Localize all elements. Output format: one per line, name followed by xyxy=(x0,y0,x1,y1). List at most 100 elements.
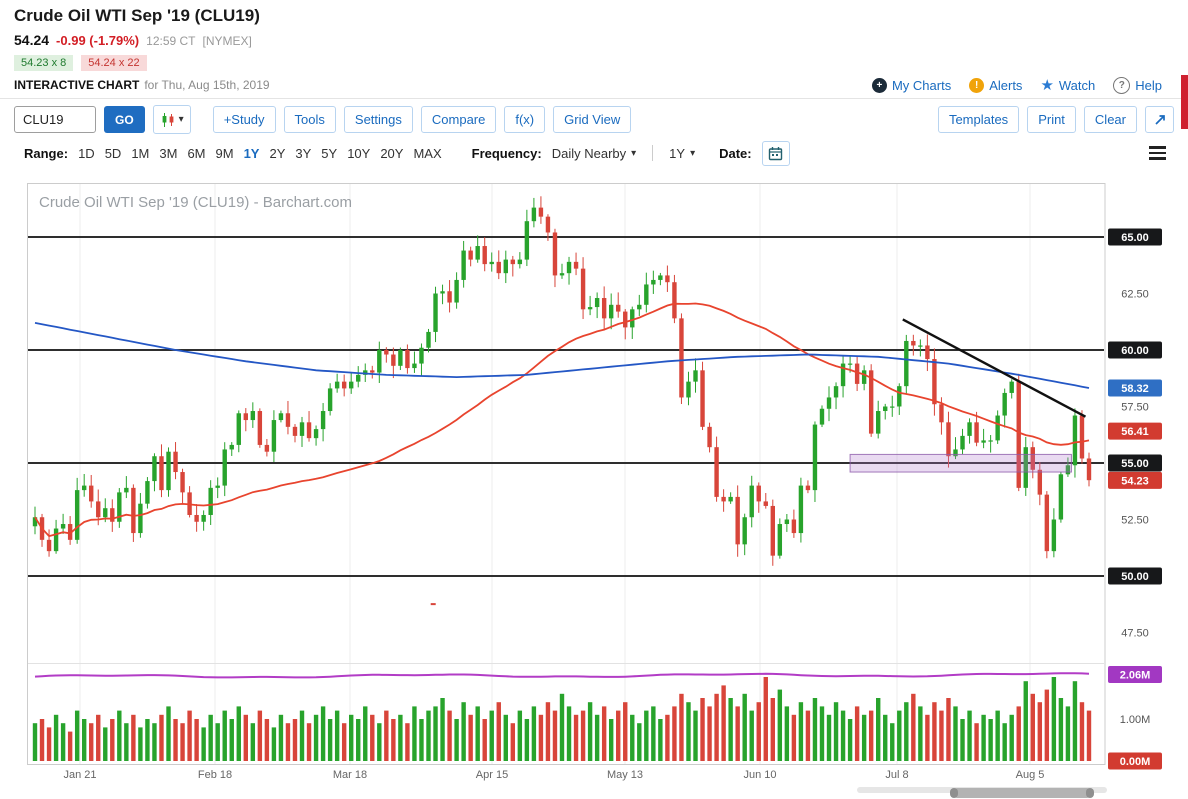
x-axis-label: Feb 18 xyxy=(198,769,232,781)
range-label: Range: xyxy=(24,145,69,161)
svg-text:58.32: 58.32 xyxy=(1121,383,1149,395)
exchange-label: [NYMEX] xyxy=(202,34,252,48)
scrollbar-handle[interactable] xyxy=(950,788,1094,798)
range-bar: Range: 1D 5D 1M 3M 6M 9M 1Y 2Y 3Y 5Y 10Y… xyxy=(24,140,1170,166)
grid-view-button[interactable]: Grid View xyxy=(553,106,632,133)
chart-scrollbar[interactable] xyxy=(857,784,1107,798)
range-1m[interactable]: 1M xyxy=(131,145,150,161)
compare-button[interactable]: Compare xyxy=(420,106,497,133)
svg-text:55.00: 55.00 xyxy=(1121,458,1149,470)
frequency-dropdown[interactable]: Daily Nearby ▾ xyxy=(552,146,636,161)
axis-label: 52.50 xyxy=(1121,515,1149,527)
range-2y[interactable]: 2Y xyxy=(269,145,286,161)
range-10y[interactable]: 10Y xyxy=(347,145,371,161)
range-max[interactable]: MAX xyxy=(413,145,442,161)
x-axis-label: Jun 10 xyxy=(743,769,776,781)
range-5d[interactable]: 5D xyxy=(104,145,122,161)
trendline-annotation xyxy=(902,318,1087,418)
chart-canvas[interactable]: Jan 21 Feb 18 Mar 18 Apr 15 May 13 Jun 10 Jul … xyxy=(27,183,1170,783)
tools-button[interactable]: Tools xyxy=(283,106,336,133)
range-5y[interactable]: 5Y xyxy=(321,145,338,161)
chevron-down-icon: ▾ xyxy=(631,147,637,159)
x-axis-label: Mar 18 xyxy=(333,769,367,781)
study-button[interactable]: +Study xyxy=(212,106,276,133)
range-1y-active[interactable]: 1Y xyxy=(243,145,260,161)
hamburger-icon xyxy=(1149,146,1166,149)
range-3y[interactable]: 3Y xyxy=(295,145,312,161)
axis-badge xyxy=(1108,567,1162,585)
watch-link[interactable]: ★ Watch xyxy=(1040,76,1095,94)
plus-circle-icon: + xyxy=(871,77,887,93)
range-20y[interactable]: 20Y xyxy=(380,145,404,161)
settings-button[interactable]: Settings xyxy=(343,106,413,133)
toolbar-left-group: +Study Tools Settings Compare f(x) Grid … xyxy=(212,106,632,133)
chevron-down-icon: ▾ xyxy=(690,147,696,159)
my-charts-link[interactable]: + My Charts xyxy=(871,77,952,93)
quote-time: 12:59 CT xyxy=(146,34,196,48)
price-change: -0.99 (-1.79%) xyxy=(56,33,140,48)
range-9m[interactable]: 9M xyxy=(215,145,234,161)
chart-area[interactable]: Jan 21 Feb 18 Mar 18 Apr 15 May 13 Jun 10 Jul … xyxy=(27,183,1170,783)
chart-date-label: for Thu, Aug 15th, 2019 xyxy=(144,78,270,92)
help-label: Help xyxy=(1135,77,1162,93)
clear-button[interactable]: Clear xyxy=(1083,106,1137,133)
alert-bell-icon: ! xyxy=(969,77,985,93)
frequency-value: Daily Nearby xyxy=(551,145,627,161)
chart-menu-button[interactable] xyxy=(1145,142,1170,164)
scrollbar-grip-right[interactable] xyxy=(1086,788,1094,798)
svg-text:60.00: 60.00 xyxy=(1121,345,1149,357)
svg-text:65.00: 65.00 xyxy=(1121,232,1149,244)
go-button[interactable]: GO xyxy=(104,106,145,133)
axis-label: 1.00M xyxy=(1120,714,1151,726)
axis-label: 47.50 xyxy=(1121,628,1149,640)
scrollbar-track[interactable] xyxy=(857,787,1107,798)
chart-type-button[interactable]: ▾ xyxy=(152,105,191,134)
alerts-link[interactable]: ! Alerts xyxy=(969,77,1023,93)
range-6m[interactable]: 6M xyxy=(187,145,206,161)
x-axis-label: Jan 21 xyxy=(63,769,96,781)
axis-badge xyxy=(1108,454,1162,472)
quick-links: + My Charts ! Alerts ★ Watch ? Help xyxy=(871,76,1162,94)
frequency-label: Frequency: xyxy=(471,145,542,161)
range-1d[interactable]: 1D xyxy=(78,145,95,161)
feedback-tab[interactable] xyxy=(1181,75,1188,129)
alerts-label: Alerts xyxy=(989,77,1023,93)
svg-text:54.23: 54.23 xyxy=(1121,475,1149,487)
svg-text:2.06M: 2.06M xyxy=(1120,669,1151,681)
my-charts-label: My Charts xyxy=(891,77,952,93)
header-divider xyxy=(0,98,1188,99)
print-button[interactable]: Print xyxy=(1027,106,1076,133)
chart-toolbar: GO ▾ +Study Tools Settings Compare f(x) … xyxy=(14,105,1174,134)
axis-badge xyxy=(1108,379,1162,397)
toolbar-right-group: Templates Print Clear xyxy=(937,106,1174,133)
expand-chart-button[interactable] xyxy=(1145,106,1174,133)
highlight-zone xyxy=(849,453,1072,473)
axis-badge xyxy=(1108,752,1162,770)
ma-slow-line xyxy=(34,322,1090,389)
bid-ask-row: 54.23 x 8 54.24 x 22 xyxy=(14,55,147,71)
calendar-icon xyxy=(768,146,783,160)
x-axis-label: Aug 5 xyxy=(1016,769,1045,781)
axis-badge xyxy=(1108,228,1162,246)
ask-badge: 54.24 x 22 xyxy=(81,55,147,71)
date-label: Date: xyxy=(719,145,752,161)
axis-badge xyxy=(1108,665,1162,683)
ma-fast-line xyxy=(34,302,1090,538)
bid-badge: 54.23 x 8 xyxy=(14,55,74,71)
fx-button[interactable]: f(x) xyxy=(504,106,546,133)
templates-button[interactable]: Templates xyxy=(937,106,1020,133)
symbol-input[interactable] xyxy=(14,106,96,133)
axis-label: 57.50 xyxy=(1121,402,1149,414)
axis-badge xyxy=(1108,422,1162,440)
chart-watermark: Crude Oil WTI Sep '19 (CLU19) - Barchart… xyxy=(39,194,352,211)
period-value: 1Y xyxy=(669,145,686,161)
range-3m[interactable]: 3M xyxy=(159,145,178,161)
vertical-divider xyxy=(652,145,654,161)
calendar-button[interactable] xyxy=(761,140,790,166)
scrollbar-grip-left[interactable] xyxy=(950,788,958,798)
star-icon: ★ xyxy=(1040,77,1054,94)
help-link[interactable]: ? Help xyxy=(1113,76,1162,94)
period-dropdown[interactable]: 1Y ▾ xyxy=(669,146,695,161)
x-axis-label: Apr 15 xyxy=(476,769,508,781)
